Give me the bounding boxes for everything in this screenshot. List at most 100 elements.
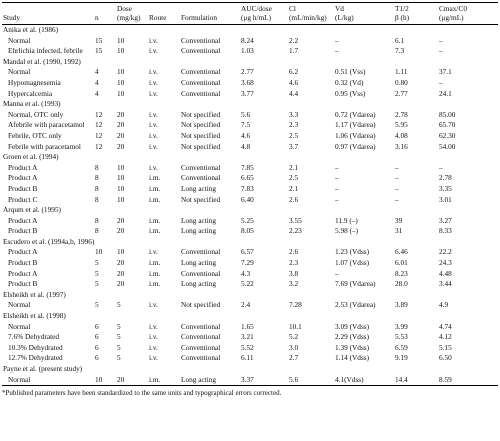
cell: i.v. [149,332,158,342]
cell: 37.1 [439,67,452,77]
cell: – [439,46,443,56]
cell: i.v. [149,300,158,310]
cell: 8.23 [395,268,408,278]
cell: i.v. [149,67,158,77]
cell: i.m. [149,194,161,204]
cell: 0.95 (Vss) [335,88,366,98]
data-row: Normal 4 10 i.v. Conventional 2.77 6.2 0.51 (Vs… [2,67,498,78]
column-header: Cl (mL/min/kg) [288,3,334,25]
cell: 2.2 [289,35,299,45]
cell: 4 [95,67,99,77]
cell: 1.7 [289,46,299,56]
cell: 3.7 [289,141,299,151]
cell: 5 [117,321,121,331]
cell: 8 [95,173,99,183]
column-header: n [94,3,116,25]
cell: 10 [117,194,125,204]
cell: 5 [95,258,99,268]
cell: 7.29 [241,258,254,268]
study-name: Escudero et al. (1994a,b, 1996) [3,236,95,246]
cell: 4.74 [439,321,452,331]
study-name: Groen et al. (1994) [3,152,59,162]
row-label: 7.6% Dehydrated [8,332,60,342]
header-line: AUC/dose [241,4,272,13]
cell: Conventional [181,353,221,363]
cell: 3.2 [289,279,299,289]
row-label: Product A [8,162,38,172]
row-label: Normal [8,300,31,310]
cell: Conventional [181,88,221,98]
cell: 54.00 [439,141,456,151]
cell: 3.44 [439,279,452,289]
cell: 1.03 [241,46,254,56]
cell: 10.1 [289,321,302,331]
row-label: Product C [8,194,38,204]
cell: 7.5 [241,120,251,130]
cell: – [395,173,399,183]
cell: 4 [95,77,99,87]
cell: 22.2 [439,247,452,257]
cell: 6.46 [395,247,408,257]
cell: Long acting [181,258,217,268]
row-label: Normal [8,321,31,331]
data-row: Product A 10 10 i.v. Conventional 6.57 2.6 1.23… [2,247,498,258]
cell: i.v. [149,141,158,151]
cell: – [439,162,443,172]
cell: 8 [95,162,99,172]
cell: i.v. [149,46,158,56]
data-row: 10.3% Dehydrated 6 5 i.v. Conventional 5.52 3.… [2,343,498,354]
column-header: Cmax/C0 (μg/mL) [438,3,498,25]
cell: Not specified [181,120,221,130]
cell: 0.72 (Vdarea) [335,109,376,119]
cell: Conventional [181,173,221,183]
cell: 2.77 [241,67,254,77]
cell: Long acting [181,279,217,289]
table-header: Study n Dose (mg/kg) Route Formulation AUC/… [2,2,498,25]
row-label: Product B [8,183,38,193]
cell: – [395,183,399,193]
data-row: Product B 8 20 i.m. Long acting 8.05 2.23 5.98 … [2,226,498,237]
cell: Not specified [181,130,221,140]
cell: Conventional [181,247,221,257]
column-header: Vd (L/kg) [334,3,394,25]
cell: – [439,77,443,87]
data-row: Ehrlichia infected, febrile 15 10 i.v. Conve… [2,46,498,57]
cell: 1.23 (Vdss) [335,247,370,257]
cell: 7.83 [241,183,254,193]
header-spacer [149,4,179,13]
cell: Conventional [181,268,221,278]
cell: 10 [117,46,125,56]
cell: 5.6 [289,374,299,384]
cell: 20 [117,268,125,278]
cell: 3.21 [241,332,254,342]
cell: Conventional [181,46,221,56]
cell: Not specified [181,141,221,151]
cell: 3.55 [289,215,302,225]
cell: – [335,35,339,45]
cell: 5 [95,268,99,278]
cell: 3.35 [439,183,452,193]
cell: 3.8 [289,268,299,278]
data-row: Product A 8 10 i.v. Conventional 7.85 2.1 – – – [2,163,498,174]
cell: 9.19 [395,353,408,363]
cell: – [395,162,399,172]
cell: 3.77 [241,88,254,98]
study-name: Manna et al. (1993) [3,99,61,109]
cell: 1.39 (Vdss) [335,342,370,352]
cell: 4.08 [395,130,408,140]
cell: Conventional [181,321,221,331]
row-label: Febrile with paracetamol [8,141,81,151]
cell: i.m. [149,173,161,183]
cell: 12 [95,130,103,140]
column-header: Formulation [180,3,240,25]
cell: 12 [95,141,103,151]
cell: 20 [117,258,125,268]
cell: 5.25 [241,215,254,225]
cell: 4 [95,88,99,98]
cell: 28.0 [395,279,408,289]
cell: – [439,35,443,45]
data-table: Study n Dose (mg/kg) Route Formulation AUC/… [2,2,498,386]
cell: 62.30 [439,130,456,140]
cell: 2.23 [289,226,302,236]
